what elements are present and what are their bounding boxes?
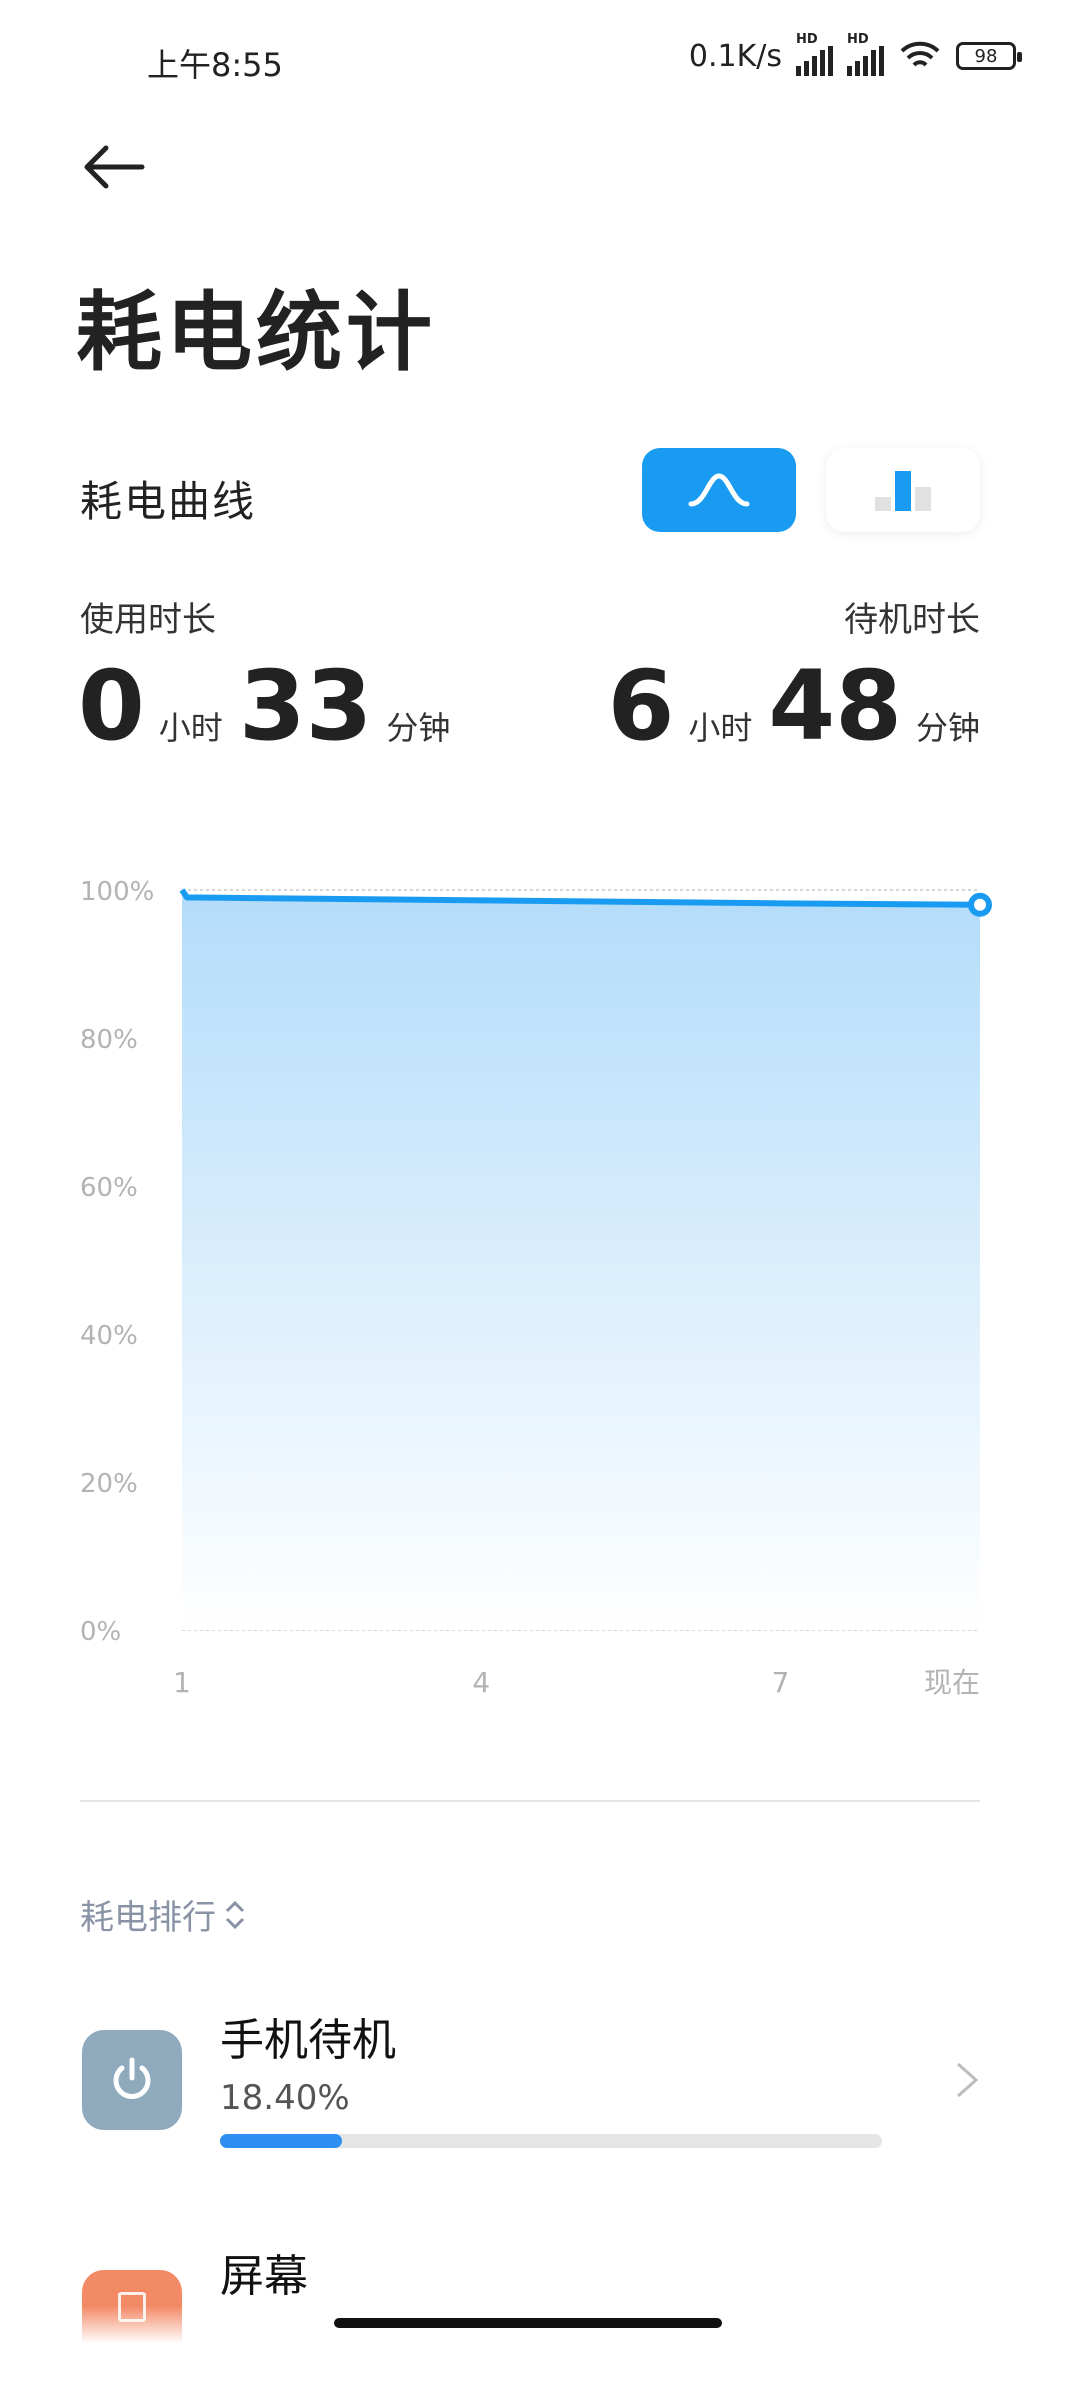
standby-minutes: 48 [768,650,902,762]
y-tick-label: 80% [80,1025,138,1055]
chevron-right-icon[interactable] [952,2060,982,2100]
battery-line [179,888,981,908]
usage-bar-track [220,2134,882,2148]
x-tick-label: 现在 [924,1666,980,1699]
ranking-label: 耗电排行 [80,1898,216,1938]
y-tick-label: 100% [80,877,154,907]
usage-duration-label: 使用时长 [80,600,216,640]
sort-ranking-button[interactable]: 耗电排行 [80,1890,246,1939]
ranking-item-percent: 18.40% [220,2078,350,2118]
standby-duration-label: 待机时长 [844,600,980,640]
battery-curve-chart: 100% 80% 60% 40% 20% 0% 1 4 7 现在 [80,877,992,1699]
net-speed: 0.1K/s [688,38,782,74]
current-point [968,892,992,917]
ranking-item-name[interactable]: 手机待机 [220,2015,396,2066]
divider [80,1800,980,1802]
x-tick-label: 7 [772,1666,790,1699]
page-title: 耗电统计 [76,282,436,383]
y-tick-label: 20% [80,1469,138,1499]
curve-section-label: 耗电曲线 [80,477,257,526]
usage-bar-fill [220,2134,342,2148]
ranking-item-name[interactable]: 屏幕 [220,2251,308,2302]
bar-chart-icon [875,471,931,511]
x-tick-label: 1 [173,1666,191,1699]
bar-view-button[interactable] [826,448,980,532]
status-time: 上午8:55 [147,46,283,84]
home-indicator[interactable] [334,2318,722,2328]
y-tick-label: 40% [80,1321,138,1351]
battery-icon: 98 [956,42,1022,70]
x-tick-label: 4 [472,1666,490,1699]
signal-2-icon: HD [847,32,884,76]
standby-hour-unit: 小时 [688,709,753,747]
usage-minute-unit: 分钟 [386,709,451,747]
y-tick-label: 60% [80,1173,138,1203]
battery-area [182,890,980,1630]
back-arrow-icon[interactable] [82,142,146,192]
usage-duration-value: 0 小时 33 分钟 [78,650,466,762]
standby-duration-value: 6 小时 48 分钟 [608,650,980,762]
curve-view-button[interactable] [642,448,796,532]
curve-icon [688,473,750,507]
standby-minute-unit: 分钟 [915,709,980,747]
usage-hour-unit: 小时 [158,709,223,747]
wifi-icon [900,41,940,67]
usage-minutes: 33 [238,650,373,762]
signal-1-icon: HD [796,32,833,76]
usage-hours: 0 [78,650,145,762]
y-tick-label: 0% [80,1617,121,1647]
power-icon [113,2057,151,2099]
standby-app-icon [82,2030,182,2130]
standby-hours: 6 [607,650,675,762]
sort-toggle-icon [225,1900,245,1929]
status-icons: 0.1K/s HD HD 98 [688,32,1022,76]
